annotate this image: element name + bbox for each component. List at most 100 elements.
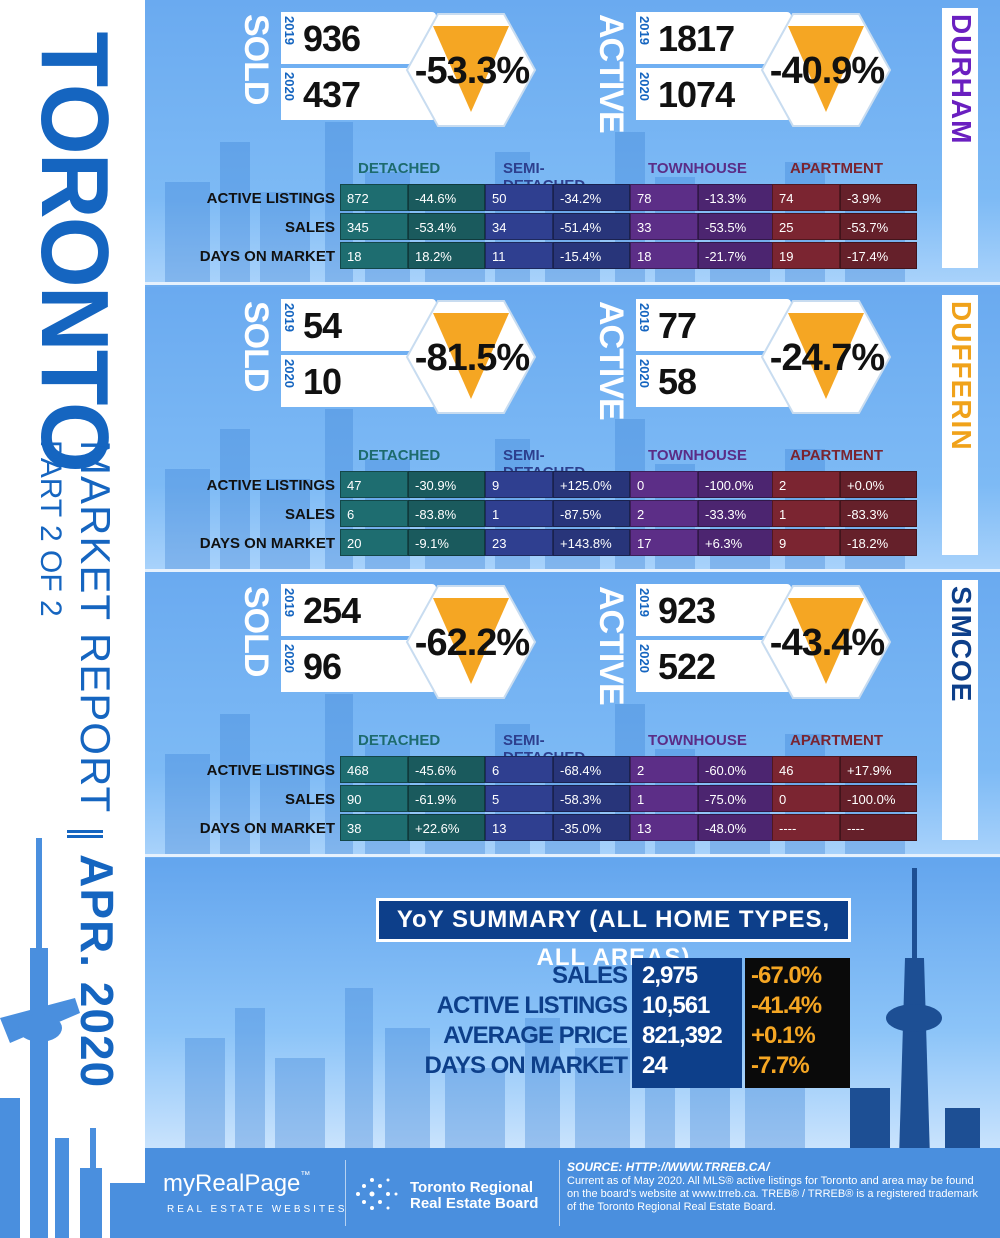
sold-label: SOLD — [237, 14, 275, 105]
content-area: DURHAM SOLD 2019 936 2020 437 -53.3% ACTIVE 2019… — [145, 0, 1000, 1238]
table-cell-value: 23 — [485, 529, 553, 556]
table-cell-value: 78 — [630, 184, 698, 211]
active-value-2019: 77 — [658, 305, 697, 346]
table-cell-change: -34.2% — [553, 184, 630, 211]
table-cell-value: 46 — [772, 756, 840, 783]
sold-value-2020: 96 — [303, 646, 342, 687]
table-cell-change: -44.6% — [408, 184, 485, 211]
table-cell-change: +143.8% — [553, 529, 630, 556]
table-cell-change: -100.0% — [698, 471, 775, 498]
sold-values: 2019 936 2020 437 — [281, 12, 436, 124]
active-change-badge: -43.4% — [760, 584, 892, 700]
year-label: 2020 — [637, 644, 652, 673]
year-label-wrap: 2019 — [282, 299, 297, 351]
year-label-wrap: 2020 — [282, 68, 297, 120]
column-header: DETACHED — [358, 160, 441, 177]
table-cell-value: 9 — [485, 471, 553, 498]
summary-change-sales: -67.0% — [751, 962, 822, 989]
table-cell-change: 18.2% — [408, 242, 485, 269]
year-label-wrap: 2020 — [282, 355, 297, 407]
year-label-wrap: 2019 — [637, 584, 652, 636]
sold-value-2019: 254 — [303, 590, 361, 631]
active-value-2020: 58 — [658, 361, 697, 402]
table-cell-value: 2 — [772, 471, 840, 498]
active-value-2020: 522 — [658, 646, 716, 687]
table-cell-change: ---- — [840, 814, 917, 841]
footer-divider — [559, 1160, 560, 1226]
table-cell-value: 872 — [340, 184, 408, 211]
column-header: APARTMENT — [790, 160, 884, 177]
table-cell-value: 25 — [772, 213, 840, 240]
sold-label: SOLD — [237, 586, 275, 677]
year-label: 2019 — [637, 16, 652, 45]
table-cell-change: -33.3% — [698, 500, 775, 527]
table-cell-value: 17 — [630, 529, 698, 556]
sold-value-2020: 437 — [303, 74, 361, 115]
row-label: ACTIVE LISTINGS — [206, 190, 335, 207]
year-label: 2019 — [282, 16, 297, 45]
table-cell-change: -53.5% — [698, 213, 775, 240]
column-header: TOWNHOUSE — [648, 160, 747, 177]
sold-row-2019: 2019 254 — [281, 584, 436, 636]
table-cell-change: -15.4% — [553, 242, 630, 269]
row-label: ACTIVE LISTINGS — [206, 762, 335, 779]
sold-label: SOLD — [237, 301, 275, 392]
summary-label-average-price: AVERAGE PRICE — [443, 1022, 628, 1049]
sold-value-2019: 54 — [303, 305, 342, 346]
year-label-wrap: 2020 — [282, 640, 297, 692]
region-tab-dufferin: DUFFERIN — [942, 295, 978, 555]
year-label-wrap: 2019 — [282, 12, 297, 64]
summary-label-days-on-market: DAYS ON MARKET — [424, 1052, 628, 1079]
source-link[interactable]: SOURCE: HTTP://WWW.TRREB.CA/ — [567, 1160, 770, 1174]
table-cell-change: +125.0% — [553, 471, 630, 498]
down-arrow-icon — [760, 585, 892, 699]
table-cell-value: 1 — [772, 500, 840, 527]
region-tab-durham: DURHAM — [942, 8, 978, 268]
sold-change-badge: -53.3% — [405, 12, 537, 128]
table-cell-value: 18 — [340, 242, 408, 269]
year-label-wrap: 2020 — [637, 640, 652, 692]
table-cell-change: -48.0% — [698, 814, 775, 841]
year-label-wrap: 2019 — [282, 584, 297, 636]
table-cell-value: 13 — [630, 814, 698, 841]
table-cell-change: -21.7% — [698, 242, 775, 269]
treb-logo-text[interactable]: Toronto Regional Real Estate Board — [410, 1180, 560, 1212]
year-label-wrap: 2020 — [637, 68, 652, 120]
table-cell-change: -68.4% — [553, 756, 630, 783]
summary-label-sales: SALES — [551, 962, 628, 989]
region-name: DUFFERIN — [946, 301, 977, 451]
active-change-badge: -24.7% — [760, 299, 892, 415]
region-tab-simcoe: SIMCOE — [942, 580, 978, 840]
table-cell-value: 0 — [772, 785, 840, 812]
cn-tower-right-illustration — [850, 868, 980, 1158]
yoy-summary: YoY SUMMARY (ALL HOME TYPES, ALL AREAS) … — [145, 858, 1000, 1158]
sold-change-percent: -62.2% — [414, 622, 530, 664]
sold-row-2020: 2020 437 — [281, 68, 436, 120]
column-header: TOWNHOUSE — [648, 732, 747, 749]
down-arrow-icon — [760, 300, 892, 414]
myrealpage-logo[interactable]: myRealPage™ — [163, 1170, 310, 1198]
sold-row-2019: 2019 936 — [281, 12, 436, 64]
myrealpage-trademark: ™ — [300, 1170, 311, 1181]
footer-divider — [345, 1160, 346, 1226]
report-title: MARKET REPORT — [72, 440, 119, 814]
table-cell-change: -51.4% — [553, 213, 630, 240]
active-value-2020: 1074 — [658, 74, 735, 115]
active-change-percent: -24.7% — [769, 337, 885, 379]
footer: myRealPage™ REAL ESTATE WEBSITES Toronto… — [145, 1148, 1000, 1238]
year-label-wrap: 2019 — [637, 12, 652, 64]
table-cell-value: 18 — [630, 242, 698, 269]
region-section-simcoe: SIMCOE SOLD 2019 254 2020 96 -62.2% ACTIVE 2019 9… — [145, 572, 1000, 857]
table-cell-value: 2 — [630, 756, 698, 783]
table-cell-change: -18.2% — [840, 529, 917, 556]
table-cell-change: +17.9% — [840, 756, 917, 783]
down-arrow-icon — [760, 13, 892, 127]
column-header: APARTMENT — [790, 732, 884, 749]
row-label: SALES — [284, 506, 335, 523]
myrealpage-tagline: REAL ESTATE WEBSITES — [167, 1204, 348, 1215]
table-cell-value: 345 — [340, 213, 408, 240]
active-label: ACTIVE — [592, 14, 630, 133]
row-label: ACTIVE LISTINGS — [206, 477, 335, 494]
active-change-percent: -40.9% — [769, 50, 885, 92]
summary-values: 2,975 10,561 821,392 24 — [632, 958, 742, 1088]
